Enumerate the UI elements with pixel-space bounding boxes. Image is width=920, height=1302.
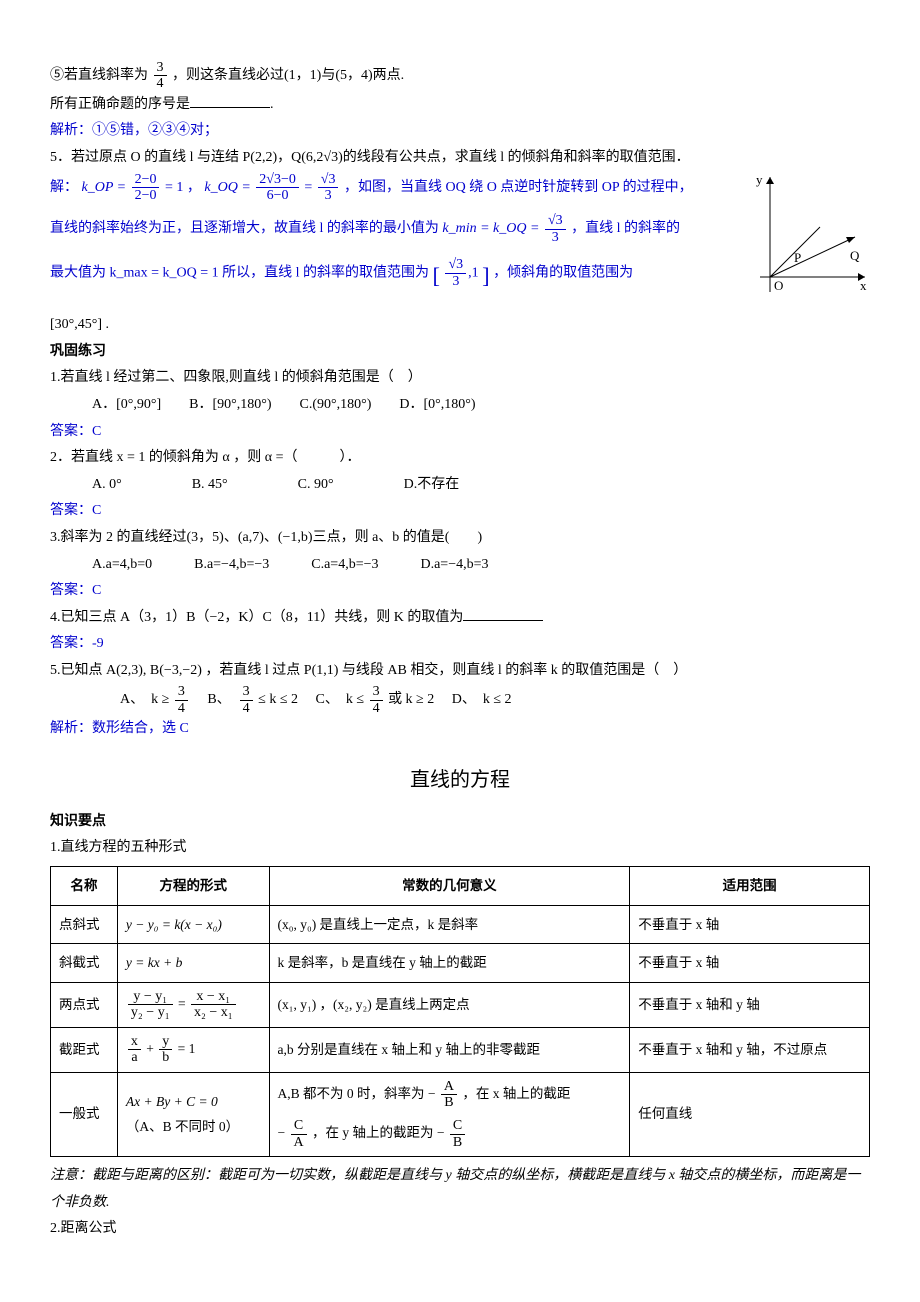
table-row: 两点式 y − y₁y₂ − y₁ = x − x₁x₂ − x₁ (x₁, y… <box>51 982 870 1027</box>
blank <box>190 93 270 108</box>
solution-5: 解： k_OP = 2−0 2−0 = 1 ， k_OQ = 2√3−0 6−0… <box>50 172 740 298</box>
th-scope: 适用范围 <box>630 867 870 906</box>
th-name: 名称 <box>51 867 118 906</box>
cq1-opts: A．[0°,90°] B．[90°,180°) C.(90°,180°) D．[… <box>50 392 870 419</box>
cq3-ans: 答案：C <box>50 578 870 605</box>
all-correct-line: 所有正确命题的序号是. <box>50 92 870 119</box>
table-row: 一般式 Ax + By + C = 0 （A、B 不同时 0） A,B 都不为 … <box>51 1072 870 1157</box>
title-line-equation: 直线的方程 <box>50 761 870 799</box>
table-header-row: 名称 方程的形式 常数的几何意义 适用范围 <box>51 867 870 906</box>
kp2: 2.距离公式 <box>50 1216 870 1243</box>
solution-1: 解析：①⑤错，②③④对； <box>50 118 870 145</box>
table-row: 斜截式 y = kx + b k 是斜率，b 是直线在 y 轴上的截距 不垂直于… <box>51 944 870 983</box>
cq2: 2．若直线 x = 1 的倾斜角为 α ，则 α =（ ）． <box>50 445 870 472</box>
axis-x-label: x <box>860 278 867 293</box>
solution-5-row: 解： k_OP = 2−0 2−0 = 1 ， k_OQ = 2√3−0 6−0… <box>50 172 870 313</box>
point-q-label: Q <box>850 248 860 263</box>
th-meaning: 常数的几何意义 <box>269 867 630 906</box>
question-5: 5．若过原点 O 的直线 l 与连结 P(2,2)，Q(6,2√3)的线段有公共… <box>50 145 870 172</box>
stmt5-after: ，则这条直线必过(1，1)与(5，4)两点. <box>172 68 404 83</box>
table-row: 截距式 xa + yb = 1 a,b 分别是直线在 x 轴上和 y 轴上的非零… <box>51 1027 870 1072</box>
point-p-label: P <box>794 250 801 265</box>
blank-2 <box>463 606 543 621</box>
section-practice: 巩固练习 <box>50 339 870 366</box>
note: 注意：截距与距离的区别：截距可为一切实数，纵截距是直线与 y 轴交点的纵坐标，横… <box>50 1163 870 1216</box>
cq1: 1.若直线 l 经过第二、四象限,则直线 l 的倾斜角范围是（ ） <box>50 365 870 392</box>
sol5-line2: 直线的斜率始终为正，且逐渐增大，故直线 l 的斜率的最小值为 k_min = k… <box>50 213 740 245</box>
cq3-opts: A.a=4,b=0 B.a=−4,b=−3 C.a=4,b=−3 D.a=−4,… <box>50 552 870 579</box>
sol5-line1: 解： k_OP = 2−0 2−0 = 1 ， k_OQ = 2√3−0 6−0… <box>50 172 740 204</box>
cq3: 3.斜率为 2 的直线经过(3，5)、(a,7)、(−1,b)三点，则 a、b … <box>50 525 870 552</box>
cq5: 5.已知点 A(2,3), B(−3,−2) ，若直线 l 过点 P(1,1) … <box>50 658 870 685</box>
section-knowledge: 知识要点 <box>50 809 870 836</box>
cq2-ans: 答案：C <box>50 498 870 525</box>
stmt5-pre: ⑤若直线斜率为 <box>50 68 148 83</box>
sol5-line4: [30°,45°] . <box>50 312 870 339</box>
stmt-5: ⑤若直线斜率为 3 4 ，则这条直线必过(1，1)与(5，4)两点. <box>50 60 870 92</box>
table-row: 点斜式 y − y₀ = k(x − x₀) (x₀, y₀) 是直线上一定点，… <box>51 905 870 944</box>
origin-label: O <box>774 278 783 293</box>
cq1-ans: 答案：C <box>50 419 870 446</box>
cq2-opts: A. 0° B. 45° C. 90° D.不存在 <box>50 472 870 499</box>
frac-3-4: 3 4 <box>154 60 167 92</box>
kp1: 1.直线方程的五种形式 <box>50 835 870 862</box>
cq5-opts: A、 k ≥ 34 B、 34 ≤ k ≤ 2 C、 k ≤ 34 或 k ≥ … <box>50 684 870 716</box>
cq5-ans: 解析：数形结合，选 C <box>50 716 870 743</box>
figure-op-oq: x y O P Q <box>750 172 870 313</box>
axis-y-label: y <box>756 172 763 187</box>
cq4-ans: 答案：-9 <box>50 631 870 658</box>
cq4: 4.已知三点 A（3，1）B（−2，K）C（8，11）共线，则 K 的取值为 <box>50 605 870 632</box>
forms-table: 名称 方程的形式 常数的几何意义 适用范围 点斜式 y − y₀ = k(x −… <box>50 866 870 1157</box>
sol5-line3: 最大值为 k_max = k_OQ = 1 所以，直线 l 的斜率的取值范围为 … <box>50 255 740 298</box>
th-form: 方程的形式 <box>117 867 269 906</box>
